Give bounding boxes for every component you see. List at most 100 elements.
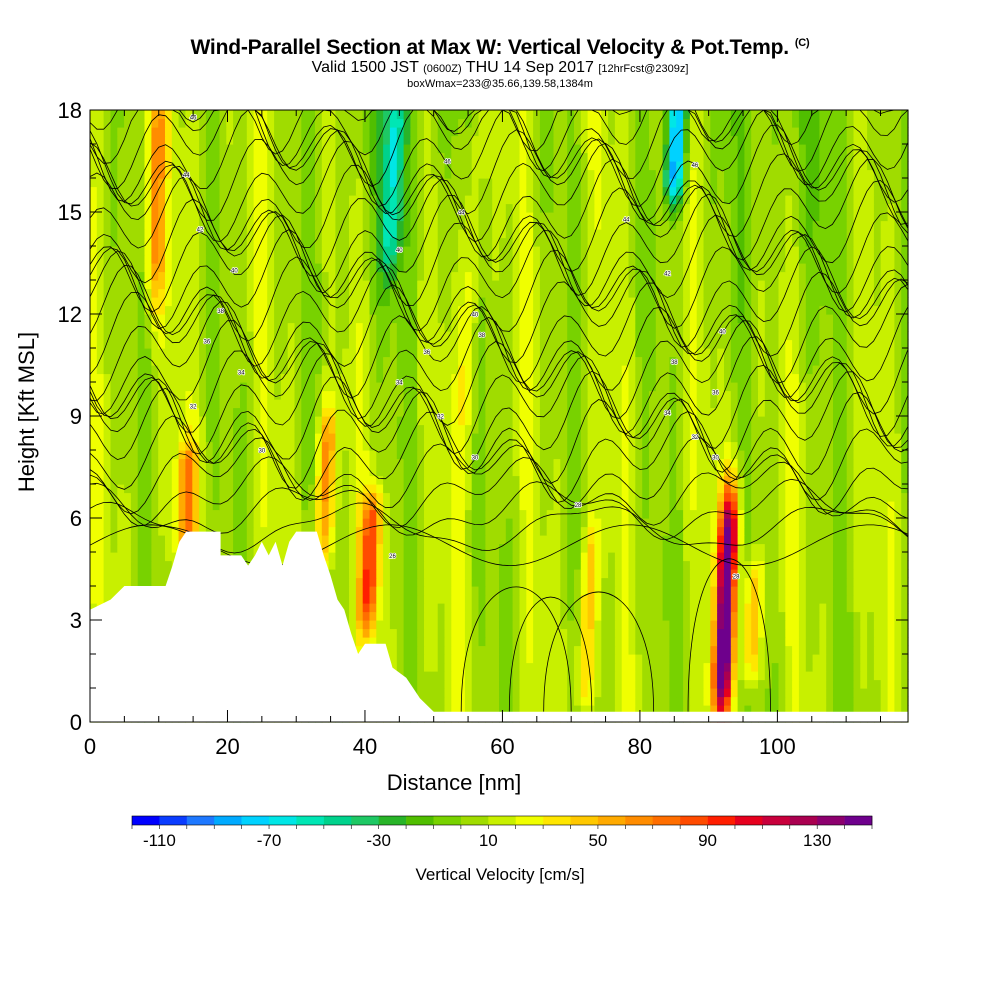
colorbar-swatch	[707, 816, 736, 825]
x-tick-label: 100	[759, 734, 796, 759]
contour-label: 30	[472, 455, 479, 461]
chart-title: Wind-Parallel Section at Max W: Vertical…	[0, 36, 1000, 60]
x-tick-label: 80	[628, 734, 652, 759]
contour-label: 34	[664, 411, 671, 417]
y-tick-label: 18	[58, 98, 82, 123]
contour-label: 44	[183, 173, 190, 179]
y-tick-label: 9	[70, 404, 82, 429]
contour-label: 34	[238, 370, 245, 376]
colorbar-swatch	[543, 816, 571, 825]
theta-contour-line	[460, 586, 572, 712]
theta-contour-line	[89, 336, 909, 437]
y-tick-label: 12	[58, 302, 82, 327]
title-unit-mark: (C)	[794, 37, 810, 49]
contour-label: 34	[396, 381, 403, 387]
colorbar-swatch	[515, 816, 544, 825]
colorbar-tick-label: 50	[588, 831, 607, 850]
theta-contour-line	[89, 140, 909, 243]
colorbar-swatch	[789, 816, 818, 825]
colorbar-tick-label: 10	[479, 831, 498, 850]
contour-label: 28	[733, 574, 740, 580]
valid-utc: (0600Z)	[423, 63, 462, 75]
contour-label: 30	[259, 449, 266, 455]
theta-contour-line	[89, 370, 909, 473]
colorbar-swatch	[652, 816, 681, 825]
colorbar-swatch	[460, 816, 489, 825]
contour-label: 26	[389, 554, 396, 560]
colorbar-swatch	[625, 816, 653, 825]
contour-label: 40	[231, 268, 238, 274]
colorbar-swatch	[570, 816, 599, 825]
y-tick-label: 6	[70, 506, 82, 531]
theta-contour-line	[89, 456, 909, 529]
colorbar-swatch	[378, 816, 407, 825]
contour-label: 46	[190, 115, 197, 121]
colorbar-swatch	[323, 816, 352, 825]
terrain	[90, 531, 908, 722]
contour-label: 32	[437, 415, 444, 421]
colorbar-swatch	[406, 816, 434, 825]
theta-contour-line	[89, 436, 909, 515]
box-info: boxWmax=233@35.66,139.58,1384m	[407, 78, 593, 90]
contour-label: 36	[423, 350, 430, 356]
contour-label: 40	[396, 248, 403, 254]
colorbar-swatch	[132, 816, 160, 825]
theta-contour-line	[89, 524, 909, 567]
x-axis-label: Distance [nm]	[387, 770, 522, 795]
theta-contour-line	[687, 558, 771, 712]
colorbar-tick-label: -30	[366, 831, 391, 850]
colorbar-swatch	[488, 816, 516, 825]
colorbar-tick-label: 90	[698, 831, 717, 850]
theta-contour-line	[89, 214, 909, 313]
colorbar-label: Vertical Velocity [cm/s]	[415, 865, 584, 884]
y-tick-label: 15	[58, 200, 82, 225]
theta-contour-line	[89, 353, 909, 455]
contour-label: 36	[204, 340, 211, 346]
x-tick-label: 20	[215, 734, 239, 759]
colorbar-swatch	[762, 816, 791, 825]
colorbar-swatch	[214, 816, 242, 825]
contour-label: 44	[623, 217, 630, 223]
theta-contour-line	[89, 109, 909, 207]
colorbar-tick-label: 130	[803, 831, 831, 850]
colorbar-swatch	[680, 816, 708, 825]
theta-contour-line	[89, 478, 909, 540]
theta-contour-line	[543, 591, 655, 712]
contour-label: 32	[692, 435, 699, 441]
contour-label: 46	[444, 160, 451, 166]
chart-subtitle: Valid 1500 JST (0600Z) THU 14 Sep 2017 […	[0, 59, 1000, 77]
y-tick-label: 0	[70, 710, 82, 735]
y-tick-label: 3	[70, 608, 82, 633]
colorbar-swatch	[351, 816, 379, 825]
valid-prefix: Valid 1500 JST	[311, 59, 419, 76]
x-tick-label: 60	[490, 734, 514, 759]
contour-label: 28	[575, 503, 582, 509]
colorbar-swatch	[844, 816, 873, 825]
colorbar-swatch	[186, 816, 215, 825]
contour-label: 30	[712, 455, 719, 461]
x-tick-label: 0	[84, 734, 96, 759]
colorbar-tick-label: -70	[257, 831, 282, 850]
colorbar-swatch	[817, 816, 845, 825]
contour-label: 38	[478, 333, 485, 339]
contour-label: 46	[692, 163, 699, 169]
theta-contour-line	[89, 229, 909, 332]
theta-low-contours	[460, 558, 771, 712]
theta-contour-line	[89, 411, 909, 503]
contour-label: 40	[719, 330, 726, 336]
colorbar-swatch	[597, 816, 626, 825]
valid-date: THU 14 Sep 2017	[465, 59, 594, 76]
x-tick-label: 40	[353, 734, 377, 759]
contour-label: 36	[712, 391, 719, 397]
contour-label: 44	[458, 211, 465, 217]
colorbar-swatch	[296, 816, 325, 825]
title-text: Wind-Parallel Section at Max W: Vertical…	[190, 36, 790, 59]
contour-label: 42	[197, 228, 204, 234]
theta-contour-line	[89, 501, 909, 554]
colorbar-tick-label: -110	[143, 831, 176, 850]
theta-contour-line	[89, 175, 909, 277]
theta-contour-line	[89, 246, 909, 348]
contour-label: 40	[472, 313, 479, 319]
contour-label: 42	[664, 272, 671, 278]
